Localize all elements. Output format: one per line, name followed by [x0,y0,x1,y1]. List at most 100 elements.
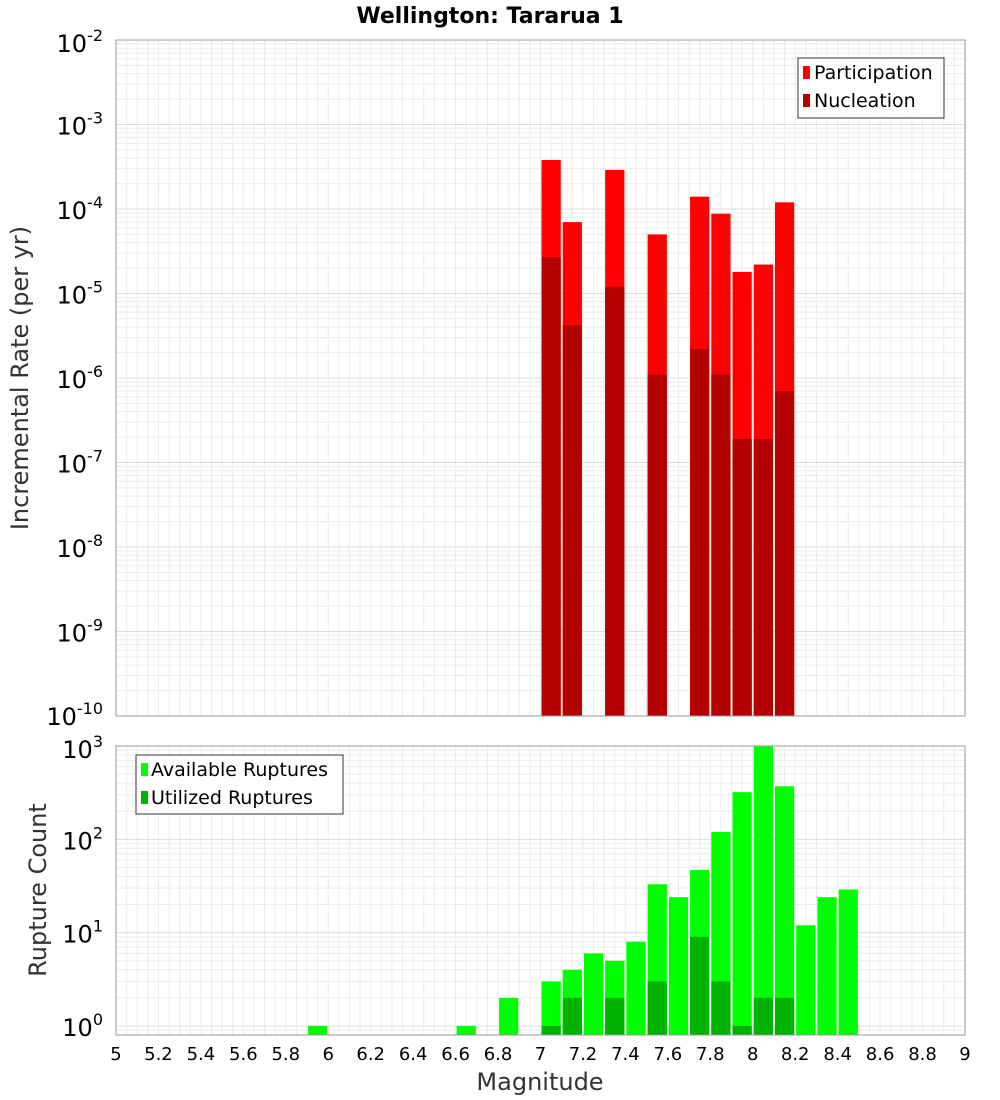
x-tick-label: 5.6 [229,1044,258,1065]
legend-label-available-ruptures: Available Ruptures [151,759,328,781]
utilized-ruptures-bar [711,981,731,1035]
available-ruptures-bar [838,889,858,1035]
chart-title: Wellington: Tararua 1 [356,4,623,29]
y-tick-label: 10-4 [57,193,104,225]
legend-swatch-utilized-ruptures [141,791,148,804]
available-ruptures-bar [499,997,519,1035]
bottom-legend-box [135,754,344,815]
nucleation-bar [711,374,731,716]
x-tick-label: 5.8 [271,1044,300,1065]
x-tick-label: 7.6 [654,1044,683,1065]
available-ruptures-bar [541,981,561,1035]
y-tick-exponent: 1 [93,917,103,936]
top-y-axis-label: Incremental Rate (per yr) [6,226,34,530]
y-tick-exponent: -7 [87,447,103,466]
y-tick-base: 10 [57,282,88,310]
y-tick-exponent: -2 [87,26,103,45]
y-tick-base: 10 [62,921,93,949]
x-tick-label: 8 [747,1044,758,1065]
y-tick-exponent: -9 [87,616,103,635]
available-ruptures-bar [668,897,689,1035]
legend-swatch-participation [803,66,810,79]
x-tick-label: 9 [959,1044,970,1065]
y-tick-exponent: -4 [87,193,103,212]
x-tick-label: 7.4 [611,1044,640,1065]
y-tick-label: 10-6 [57,362,104,394]
x-tick-label: 8.6 [866,1044,895,1065]
nucleation-bar [774,391,795,716]
x-tick-labels: 5 5.2 5.4 5.6 5.8 6 6.2 6.4 6.6 6.8 7 7.2 7.4 7.6 7.8 8… [110,1044,970,1065]
y-tick-base: 10 [57,113,88,141]
x-tick-label: 8.8 [908,1044,937,1065]
available-ruptures-bar [308,1025,328,1035]
nucleation-bar [690,349,710,716]
available-ruptures-bar [753,746,773,1035]
utilized-ruptures-bar [605,997,625,1035]
legend-label-participation: Participation [814,62,933,84]
utilized-ruptures-bar [541,1025,561,1035]
y-tick-base: 10 [57,197,88,225]
x-tick-label: 5 [110,1044,121,1065]
x-tick-label: 6.4 [399,1044,428,1065]
utilized-ruptures-bar [690,936,710,1035]
available-ruptures-bar [583,953,604,1035]
y-tick-label: 100 [62,1010,103,1042]
x-tick-label: 7.8 [696,1044,725,1065]
bottom-plot-frame [115,745,966,1036]
nucleation-bar [647,374,667,716]
nucleation-bar [732,438,752,716]
nucleation-bars [541,257,795,716]
x-tick-label: 8.2 [781,1044,810,1065]
y-tick-label: 101 [62,917,103,949]
y-tick-exponent: 0 [93,1010,103,1029]
top-gridlines [115,39,966,717]
x-tick-label: 7.2 [569,1044,598,1065]
utilized-ruptures-bar [562,997,582,1035]
utilized-ruptures-bar [753,997,773,1035]
x-tick-label: 6.6 [441,1044,470,1065]
nucleation-bar [562,325,582,716]
y-tick-exponent: -6 [87,362,103,381]
y-tick-label: 10-9 [57,616,104,648]
top-legend: Participation Nucleation [797,57,945,119]
bottom-legend: Available Ruptures Utilized Ruptures [135,754,344,815]
top-plot-frame [115,39,966,717]
x-tick-label: 5.2 [144,1044,173,1065]
x-tick-label: 6 [323,1044,334,1065]
y-tick-base: 10 [57,451,88,479]
bottom-y-axis-label: Rupture Count [24,803,52,977]
available-ruptures-bar [456,1025,476,1035]
y-tick-exponent: -5 [87,278,103,297]
legend-swatch-nucleation [803,94,810,107]
y-tick-base: 10 [46,703,77,731]
y-tick-label: 103 [62,732,103,764]
top-legend-box [797,57,945,119]
legend-swatch-available-ruptures [141,763,148,776]
utilized-ruptures-bar [647,981,667,1035]
utilized-ruptures-bars [541,936,795,1035]
y-tick-base: 10 [57,30,88,58]
available-ruptures-bar [817,897,837,1035]
nucleation-bar [541,257,561,716]
y-tick-exponent: -10 [77,699,103,718]
x-axis-label: Magnitude [476,1068,603,1096]
y-tick-label: 10-7 [57,447,104,479]
x-tick-label: 7 [535,1044,546,1065]
y-tick-label: 10-5 [57,278,104,310]
nucleation-bar [605,286,625,716]
y-tick-base: 10 [57,366,88,394]
y-tick-exponent: 3 [93,732,103,751]
y-tick-label: 10-10 [46,699,103,731]
nucleation-bar [753,438,773,716]
y-tick-exponent: -8 [87,531,103,550]
available-ruptures-bar [774,786,795,1035]
y-tick-base: 10 [57,535,88,563]
x-tick-label: 6.2 [356,1044,385,1065]
y-tick-label: 10-3 [57,109,104,141]
utilized-ruptures-bar [732,1025,752,1035]
y-tick-base: 10 [57,620,88,648]
y-tick-label: 10-2 [57,26,104,58]
y-tick-exponent: -3 [87,109,103,128]
